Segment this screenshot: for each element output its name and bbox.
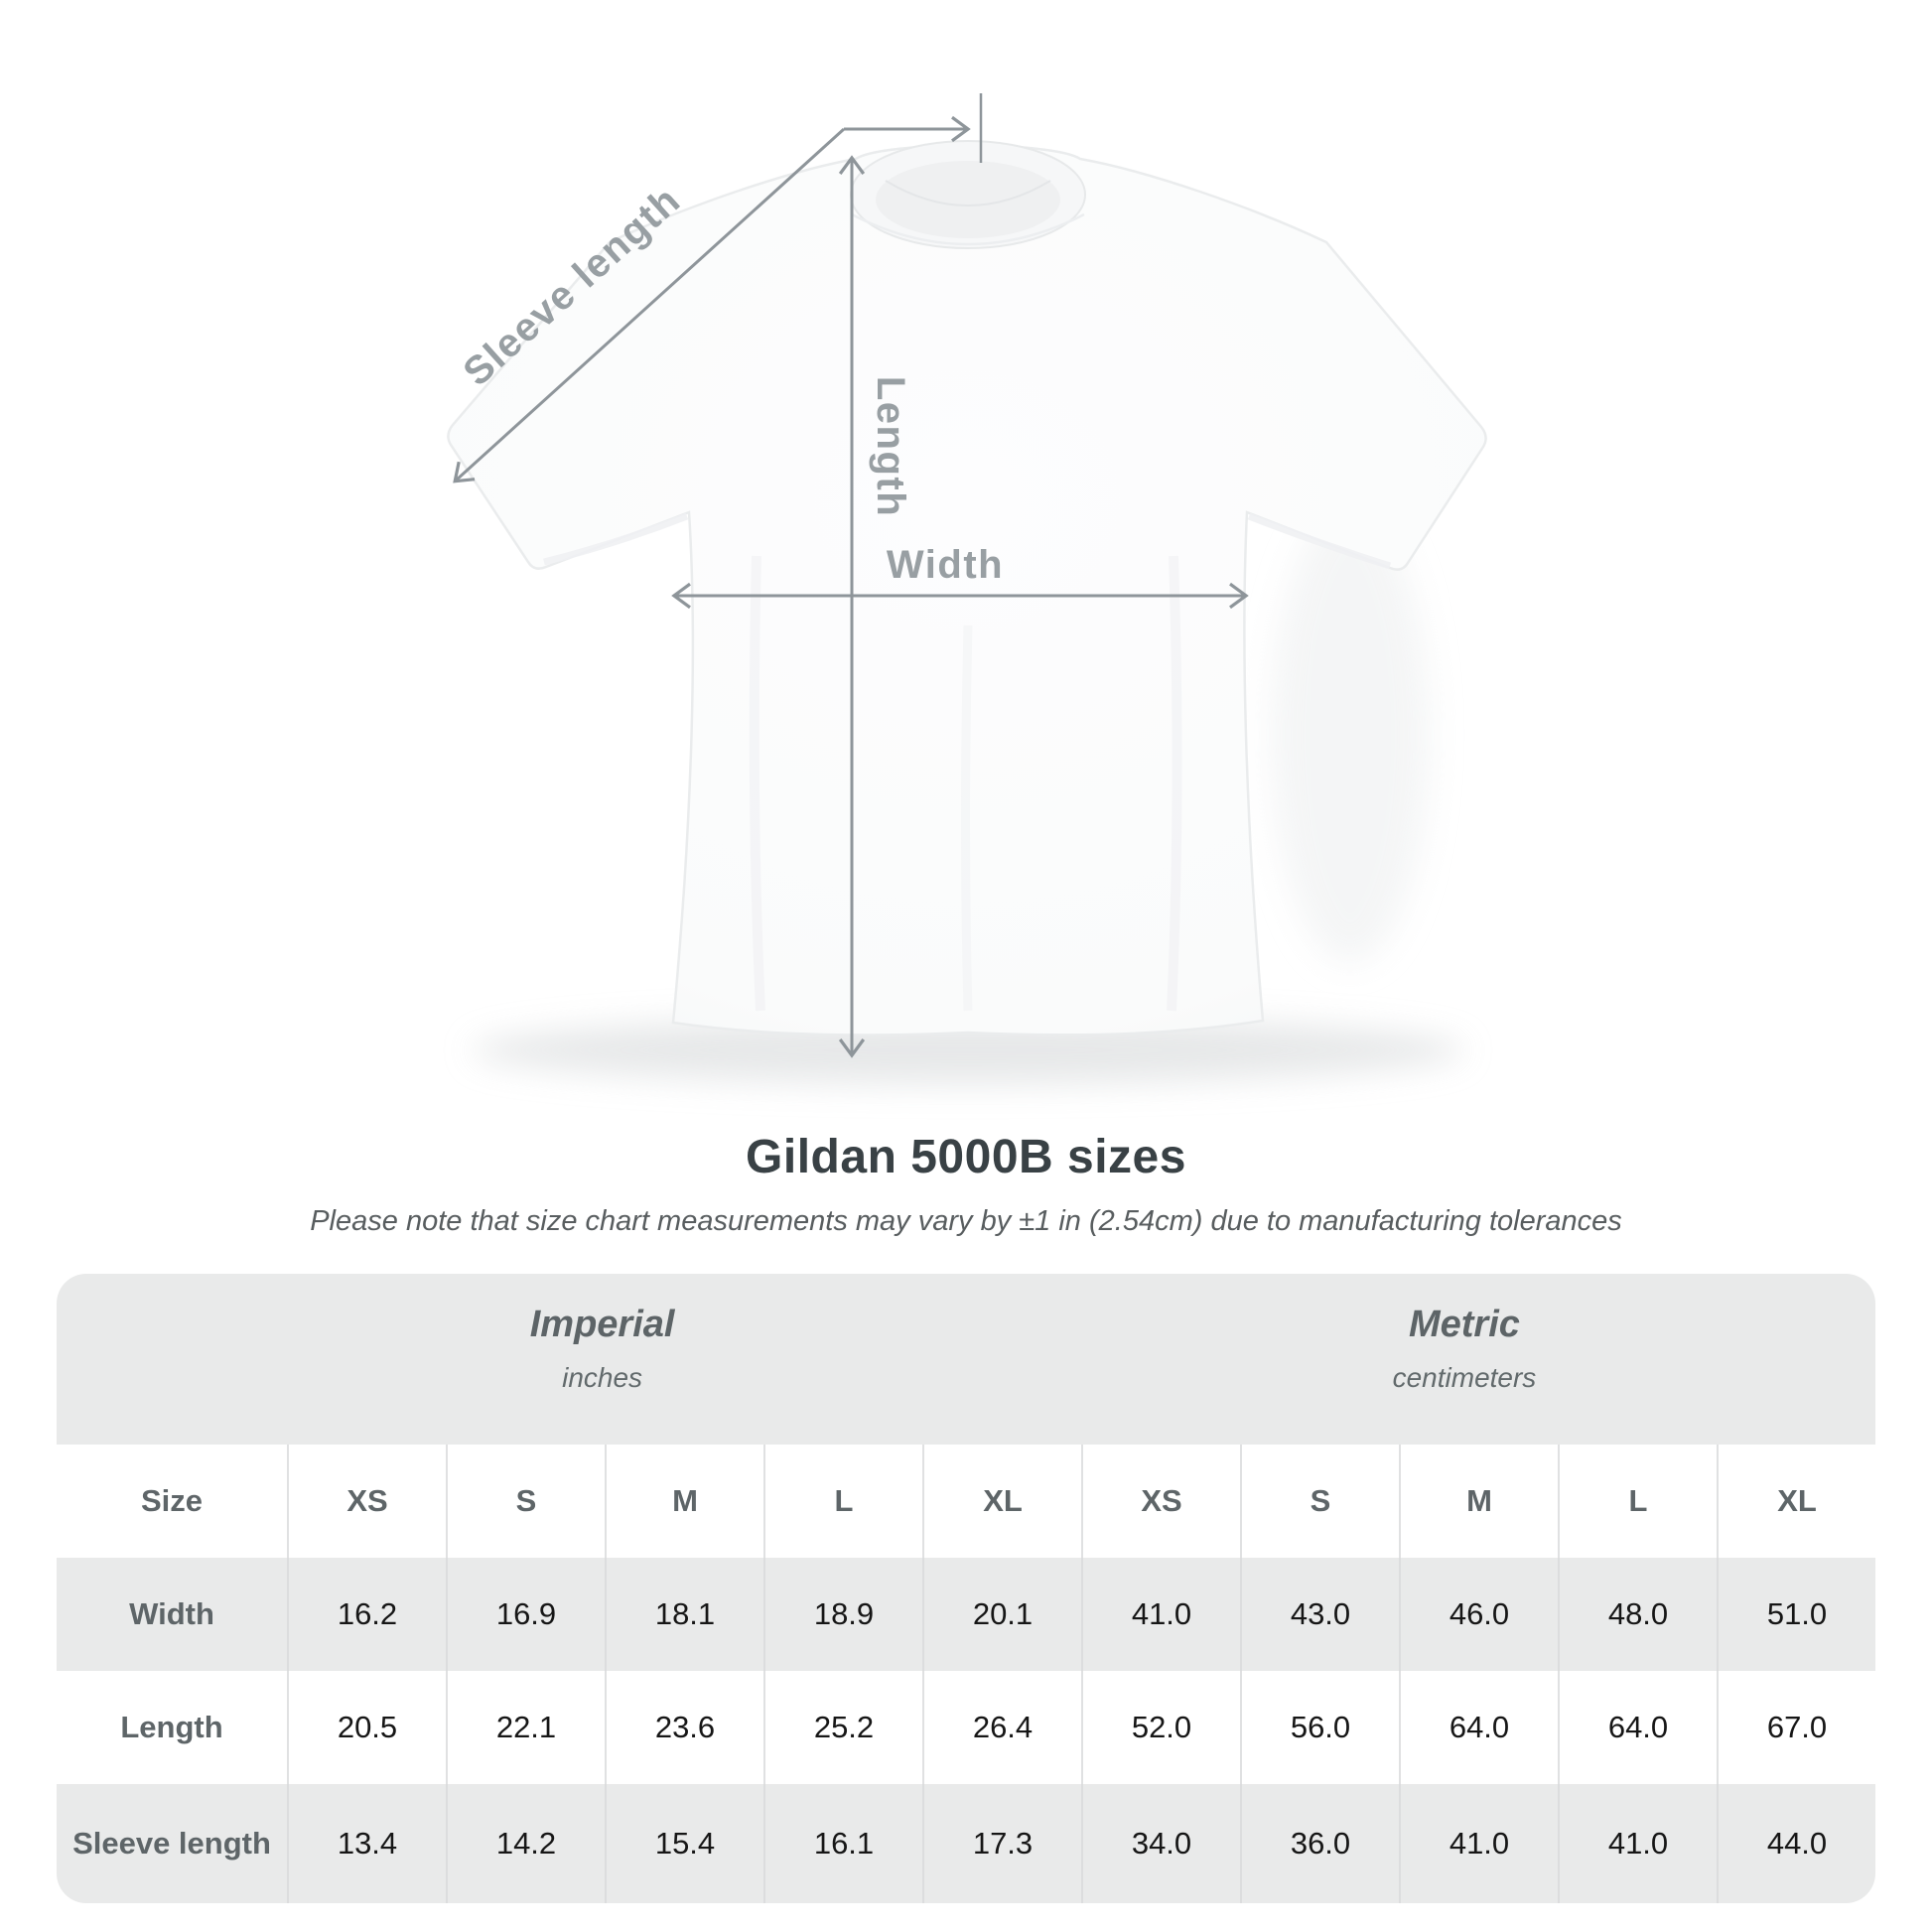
row-header-width: Width <box>129 1596 214 1631</box>
size-header-s-imperial: S <box>446 1445 605 1558</box>
size-header-m-metric: M <box>1399 1445 1558 1558</box>
shirt-shadow <box>472 1017 1464 1084</box>
table-cell: 67.0 <box>1717 1671 1875 1784</box>
size-header-xs-imperial: XS <box>287 1445 446 1558</box>
table-cell: 41.0 <box>1558 1784 1717 1903</box>
table-cell: 18.9 <box>763 1558 922 1671</box>
sleeve-length-arrow <box>453 93 983 483</box>
table-cell: 64.0 <box>1399 1671 1558 1784</box>
table-cell: 18.1 <box>605 1558 763 1671</box>
table-cell: 20.5 <box>287 1671 446 1784</box>
row-header-length: Length <box>120 1710 223 1744</box>
table-cell: 56.0 <box>1240 1671 1399 1784</box>
unit-group-imperial: Imperial inches <box>530 1304 675 1394</box>
imperial-sublabel: inches <box>562 1362 643 1393</box>
size-col-header: Size <box>140 1483 204 1518</box>
page-title: Gildan 5000B sizes <box>746 1131 1186 1183</box>
table-cell: 36.0 <box>1240 1784 1399 1903</box>
table-row-length: Length 20.5 22.1 23.6 25.2 26.4 52.0 56.… <box>57 1671 1875 1784</box>
table-cell: 34.0 <box>1081 1784 1240 1903</box>
imperial-label: Imperial <box>529 1304 675 1345</box>
width-label: Width <box>887 543 1004 587</box>
table-cell: 52.0 <box>1081 1671 1240 1784</box>
table-row-sleeve-length: Sleeve length 13.4 14.2 15.4 16.1 17.3 3… <box>57 1784 1875 1903</box>
table-cell: 44.0 <box>1717 1784 1875 1903</box>
size-header-xs-metric: XS <box>1081 1445 1240 1558</box>
table-cell: 16.2 <box>287 1558 446 1671</box>
table-cell: 64.0 <box>1558 1671 1717 1784</box>
table-cell: 13.4 <box>287 1784 446 1903</box>
size-header-xl-metric: XL <box>1717 1445 1875 1558</box>
table-cell: 16.1 <box>763 1784 922 1903</box>
metric-sublabel: centimeters <box>1392 1362 1537 1393</box>
table-cell: 20.1 <box>922 1558 1081 1671</box>
size-header-l-imperial: L <box>763 1445 922 1558</box>
table-cell: 41.0 <box>1081 1558 1240 1671</box>
table-cell: 17.3 <box>922 1784 1081 1903</box>
table-row-width: Width 16.2 16.9 18.1 18.9 20.1 41.0 43.0… <box>57 1558 1875 1671</box>
table-cell: 16.9 <box>446 1558 605 1671</box>
tshirt-diagram: Sleeve length Length Width <box>447 93 1487 1084</box>
shirt-side-shadow <box>1271 506 1430 963</box>
table-cell: 23.6 <box>605 1671 763 1784</box>
table-cell: 25.2 <box>763 1671 922 1784</box>
size-header-m-imperial: M <box>605 1445 763 1558</box>
table-cell: 41.0 <box>1399 1784 1558 1903</box>
size-header-s-metric: S <box>1240 1445 1399 1558</box>
tolerance-note: Please note that size chart measurements… <box>310 1205 1622 1237</box>
table-cell: 14.2 <box>446 1784 605 1903</box>
unit-header: Imperial inches Metric centimeters <box>57 1274 1875 1445</box>
table-cell: 15.4 <box>605 1784 763 1903</box>
row-header-sleeve-length: Sleeve length <box>72 1826 271 1861</box>
unit-group-metric: Metric centimeters <box>1393 1304 1537 1394</box>
size-header-l-metric: L <box>1558 1445 1717 1558</box>
tshirt-image <box>447 140 1487 1036</box>
table-cell: 26.4 <box>922 1671 1081 1784</box>
table-row-sizes: Size XS S M L XL XS S M L XL <box>57 1445 1875 1558</box>
table-cell: 48.0 <box>1558 1558 1717 1671</box>
length-label: Length <box>869 376 912 517</box>
table-cell: 43.0 <box>1240 1558 1399 1671</box>
table-cell: 22.1 <box>446 1671 605 1784</box>
table-cell: 51.0 <box>1717 1558 1875 1671</box>
size-table: Imperial inches Metric centimeters Size … <box>57 1274 1875 1903</box>
table-cell: 46.0 <box>1399 1558 1558 1671</box>
metric-label: Metric <box>1408 1304 1520 1345</box>
size-header-xl-imperial: XL <box>922 1445 1081 1558</box>
